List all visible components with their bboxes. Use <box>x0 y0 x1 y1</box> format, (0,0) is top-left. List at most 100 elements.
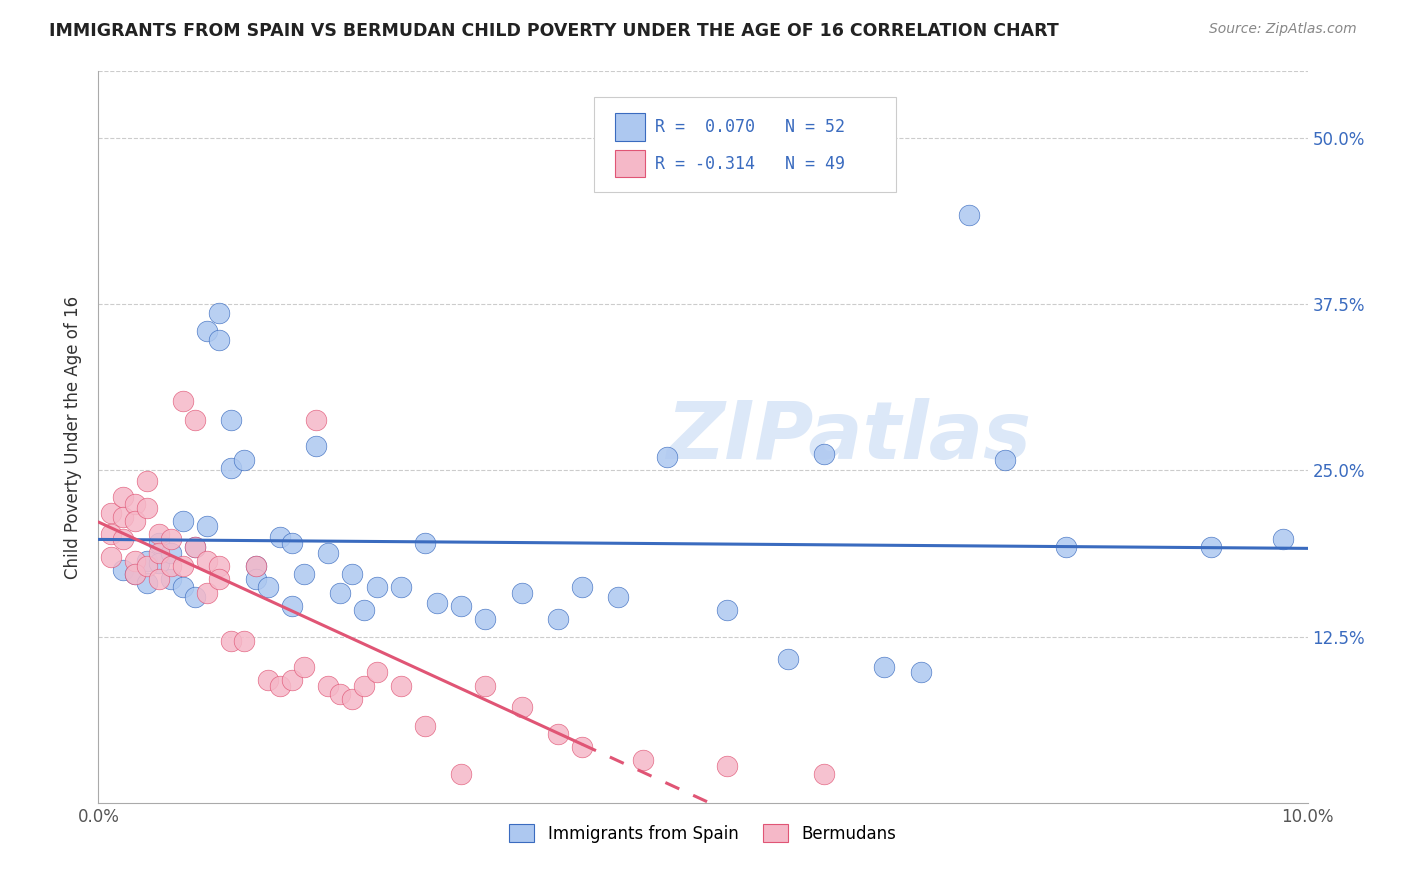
Point <box>474 612 496 626</box>
Point <box>316 546 339 560</box>
Point <box>813 447 835 461</box>
Point <box>292 660 315 674</box>
Point <box>124 567 146 582</box>
Point <box>232 452 254 467</box>
Point <box>413 536 436 550</box>
Point <box>269 530 291 544</box>
Point <box>716 758 738 772</box>
Point <box>450 599 472 613</box>
Point <box>100 506 122 520</box>
Point <box>571 580 593 594</box>
Point <box>172 559 194 574</box>
Point <box>342 567 364 582</box>
Point <box>571 739 593 754</box>
Point <box>135 554 157 568</box>
Point <box>184 590 207 604</box>
Point <box>389 580 412 594</box>
Point <box>172 394 194 409</box>
Point <box>221 633 243 648</box>
Point <box>172 580 194 594</box>
Point <box>148 546 170 560</box>
Text: R = -0.314   N = 49: R = -0.314 N = 49 <box>655 154 845 172</box>
Point <box>111 509 134 524</box>
Point <box>910 665 932 680</box>
Point <box>510 585 533 599</box>
Text: Source: ZipAtlas.com: Source: ZipAtlas.com <box>1209 22 1357 37</box>
Point <box>195 324 218 338</box>
Point <box>813 766 835 780</box>
Point <box>510 700 533 714</box>
Point <box>148 557 170 571</box>
Point <box>160 573 183 587</box>
Point <box>195 519 218 533</box>
Point <box>607 590 630 604</box>
Point <box>353 603 375 617</box>
Point <box>232 633 254 648</box>
Point <box>221 460 243 475</box>
Point <box>135 500 157 515</box>
Point <box>269 679 291 693</box>
Point <box>957 208 980 222</box>
Point <box>195 554 218 568</box>
Point <box>474 679 496 693</box>
Point <box>716 603 738 617</box>
Point <box>100 549 122 564</box>
Point <box>111 490 134 504</box>
Legend: Immigrants from Spain, Bermudans: Immigrants from Spain, Bermudans <box>503 818 903 849</box>
Point <box>135 576 157 591</box>
Point <box>631 753 654 767</box>
Point <box>1272 533 1295 547</box>
Point <box>389 679 412 693</box>
Point <box>547 726 569 740</box>
Point <box>245 573 267 587</box>
Point <box>208 559 231 574</box>
Point <box>329 585 352 599</box>
Point <box>655 450 678 464</box>
Point <box>208 333 231 347</box>
Point <box>547 612 569 626</box>
Point <box>124 567 146 582</box>
Text: R =  0.070   N = 52: R = 0.070 N = 52 <box>655 118 845 136</box>
Point <box>873 660 896 674</box>
Bar <box>614 150 645 178</box>
Point <box>281 599 304 613</box>
Point <box>281 536 304 550</box>
Point <box>195 585 218 599</box>
Point <box>184 541 207 555</box>
Point <box>342 692 364 706</box>
Point <box>221 413 243 427</box>
Point <box>256 580 278 594</box>
Point <box>281 673 304 688</box>
Point <box>450 766 472 780</box>
Point <box>148 536 170 550</box>
Point <box>208 573 231 587</box>
Point <box>148 527 170 541</box>
Point <box>124 554 146 568</box>
Point <box>292 567 315 582</box>
Point <box>366 665 388 680</box>
Point <box>111 533 134 547</box>
Y-axis label: Child Poverty Under the Age of 16: Child Poverty Under the Age of 16 <box>63 295 82 579</box>
Point <box>245 559 267 574</box>
Point <box>184 413 207 427</box>
FancyBboxPatch shape <box>595 97 897 192</box>
Point <box>305 439 328 453</box>
Point <box>148 573 170 587</box>
Point <box>111 563 134 577</box>
Point <box>413 719 436 733</box>
Point <box>426 596 449 610</box>
Point <box>1054 541 1077 555</box>
Point <box>160 559 183 574</box>
Point <box>124 497 146 511</box>
Text: ZIPatlas: ZIPatlas <box>665 398 1031 476</box>
Point <box>776 652 799 666</box>
Text: IMMIGRANTS FROM SPAIN VS BERMUDAN CHILD POVERTY UNDER THE AGE OF 16 CORRELATION : IMMIGRANTS FROM SPAIN VS BERMUDAN CHILD … <box>49 22 1059 40</box>
Point <box>160 546 183 560</box>
Point <box>1199 541 1222 555</box>
Point <box>305 413 328 427</box>
Point <box>135 474 157 488</box>
Point <box>124 514 146 528</box>
Point <box>160 533 183 547</box>
Point <box>184 541 207 555</box>
Point <box>245 559 267 574</box>
